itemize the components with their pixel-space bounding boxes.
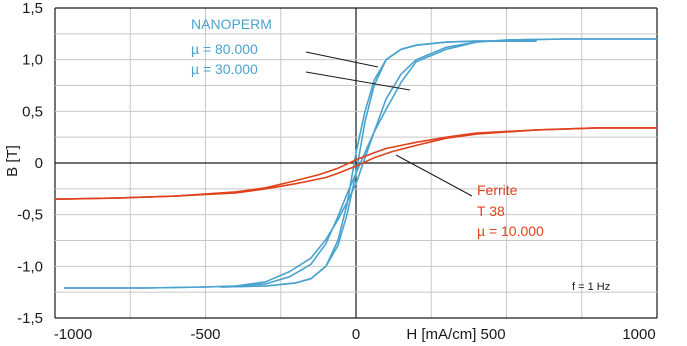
grid — [54, 7, 658, 319]
series-line-2 — [64, 38, 657, 289]
x-tick-label: -500 — [190, 326, 220, 343]
series-line-5 — [54, 127, 657, 200]
tick-labels: 1,5 1,0 0,5 0 -0,5 -1,0 -1,5 -1000 -500 0 1000 — [17, 0, 656, 343]
nanoperm-label: NANOPERM — [191, 16, 272, 32]
series-line-3 — [220, 40, 537, 288]
frequency-note: f = 1 Hz — [572, 281, 610, 293]
ferrite-mu-10000: µ = 10.000 — [477, 223, 544, 239]
x-axis-label: H [mA/cm] 500 — [406, 326, 505, 343]
y-axis-label: B [T] — [4, 145, 21, 177]
x-tick-label: 1000 — [622, 326, 655, 343]
y-tick-label: -1,0 — [17, 258, 43, 275]
y-tick-label: -0,5 — [17, 207, 43, 224]
y-tick-label: 1,5 — [22, 0, 43, 17]
ferrite-label: Ferrite — [477, 182, 518, 198]
series-line-4 — [220, 40, 537, 288]
x-tick-label: 0 — [352, 326, 360, 343]
ferrite-type: T 38 — [477, 203, 505, 219]
y-tick-label: 0,5 — [22, 103, 43, 120]
ferrite-leader — [395, 154, 473, 197]
nanoperm-leader-2 — [305, 71, 411, 91]
y-tick-label: -1,5 — [17, 310, 43, 327]
series-group — [54, 38, 657, 289]
x-tick-label: -1000 — [54, 326, 92, 343]
nanoperm-mu-80000: µ = 80.000 — [191, 41, 258, 57]
y-tick-label: 0 — [35, 155, 43, 172]
nanoperm-mu-30000: µ = 30.000 — [191, 61, 258, 77]
nanoperm-leader-1 — [305, 51, 379, 68]
y-tick-label: 1,0 — [22, 52, 43, 69]
series-line-6 — [54, 127, 657, 200]
